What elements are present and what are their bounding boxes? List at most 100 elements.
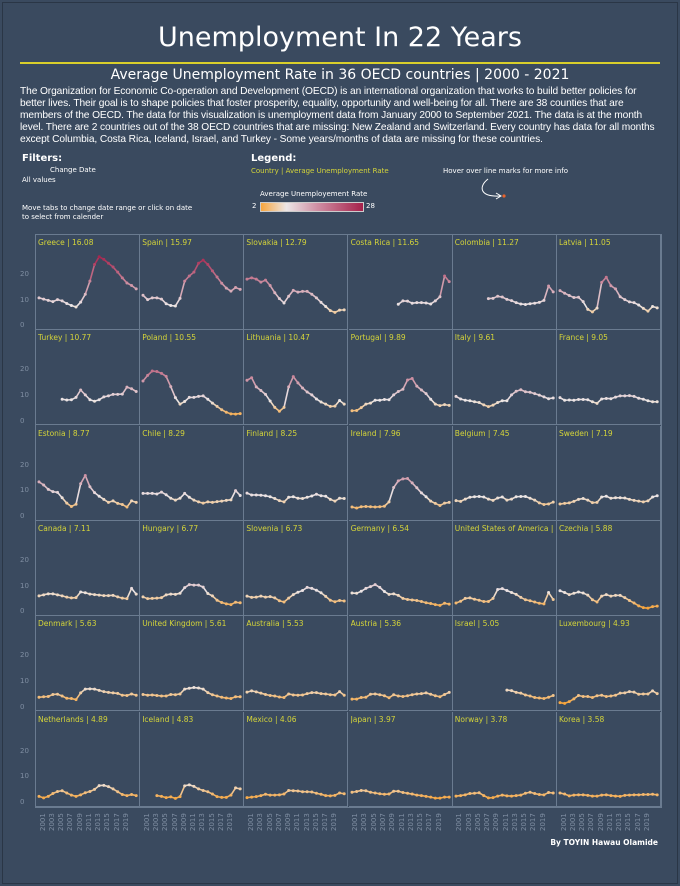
data-point[interactable] (377, 791, 381, 795)
data-point[interactable] (447, 500, 451, 504)
data-point[interactable] (618, 794, 622, 798)
data-point[interactable] (609, 594, 613, 598)
data-point[interactable] (169, 592, 173, 596)
data-point[interactable] (586, 307, 590, 311)
data-point[interactable] (486, 297, 490, 301)
data-point[interactable] (306, 692, 310, 696)
data-point[interactable] (111, 498, 115, 502)
data-point[interactable] (88, 279, 92, 283)
data-point[interactable] (618, 394, 622, 398)
data-point[interactable] (410, 481, 414, 485)
data-point[interactable] (438, 404, 442, 408)
data-point[interactable] (433, 694, 437, 698)
data-point[interactable] (646, 498, 650, 502)
data-point[interactable] (646, 399, 650, 403)
data-point[interactable] (405, 299, 409, 303)
data-point[interactable] (641, 499, 645, 503)
data-point[interactable] (491, 596, 495, 600)
data-point[interactable] (60, 495, 64, 499)
data-point[interactable] (296, 788, 300, 792)
data-point[interactable] (438, 295, 442, 299)
data-point[interactable] (614, 593, 618, 597)
data-point[interactable] (51, 300, 55, 304)
data-point[interactable] (259, 594, 263, 598)
data-point[interactable] (454, 794, 458, 798)
data-point[interactable] (359, 504, 363, 508)
data-point[interactable] (60, 398, 64, 402)
data-point[interactable] (269, 595, 273, 599)
data-point[interactable] (319, 591, 323, 595)
data-point[interactable] (93, 400, 97, 404)
data-point[interactable] (245, 690, 249, 694)
data-point[interactable] (259, 493, 263, 497)
line-segment[interactable] (605, 276, 612, 287)
data-point[interactable] (614, 693, 618, 697)
data-point[interactable] (111, 265, 115, 269)
data-point[interactable] (632, 395, 636, 399)
data-point[interactable] (225, 286, 229, 290)
data-point[interactable] (414, 793, 418, 797)
data-point[interactable] (220, 600, 224, 604)
data-point[interactable] (106, 500, 110, 504)
data-point[interactable] (329, 405, 333, 409)
data-point[interactable] (586, 793, 590, 797)
data-point[interactable] (486, 599, 490, 603)
data-point[interactable] (155, 296, 159, 300)
data-point[interactable] (600, 495, 604, 499)
data-point[interactable] (419, 301, 423, 305)
line-segment[interactable] (492, 588, 499, 599)
data-point[interactable] (192, 396, 196, 400)
data-point[interactable] (238, 287, 242, 291)
data-point[interactable] (396, 789, 400, 793)
data-point[interactable] (102, 783, 106, 787)
data-point[interactable] (500, 495, 504, 499)
data-point[interactable] (238, 493, 242, 497)
data-point[interactable] (410, 598, 414, 602)
data-point[interactable] (141, 379, 145, 383)
data-point[interactable] (377, 504, 381, 508)
data-point[interactable] (343, 599, 347, 603)
data-point[interactable] (604, 494, 608, 498)
data-point[interactable] (468, 495, 472, 499)
data-point[interactable] (577, 497, 581, 501)
data-point[interactable] (225, 498, 229, 502)
data-point[interactable] (83, 687, 87, 691)
data-point[interactable] (116, 501, 120, 505)
data-point[interactable] (495, 294, 499, 298)
data-point[interactable] (197, 583, 201, 587)
data-point[interactable] (187, 582, 191, 586)
data-point[interactable] (88, 789, 92, 793)
data-point[interactable] (637, 604, 641, 608)
data-point[interactable] (359, 788, 363, 792)
data-point[interactable] (558, 396, 562, 400)
data-point[interactable] (438, 695, 442, 699)
data-point[interactable] (363, 504, 367, 508)
data-point[interactable] (150, 296, 154, 300)
data-point[interactable] (519, 494, 523, 498)
data-point[interactable] (178, 591, 182, 595)
data-point[interactable] (572, 793, 576, 797)
data-point[interactable] (134, 793, 138, 797)
data-point[interactable] (273, 496, 277, 500)
data-point[interactable] (604, 592, 608, 596)
data-point[interactable] (250, 595, 254, 599)
data-point[interactable] (590, 500, 594, 504)
data-point[interactable] (542, 602, 546, 606)
data-point[interactable] (519, 302, 523, 306)
data-point[interactable] (528, 790, 532, 794)
data-point[interactable] (627, 690, 631, 694)
data-point[interactable] (65, 791, 69, 795)
data-point[interactable] (632, 498, 636, 502)
data-point[interactable] (637, 792, 641, 796)
data-point[interactable] (486, 405, 490, 409)
line-segment[interactable] (126, 587, 133, 599)
data-point[interactable] (468, 399, 472, 403)
data-point[interactable] (551, 694, 555, 698)
data-point[interactable] (333, 310, 337, 314)
data-point[interactable] (329, 598, 333, 602)
data-point[interactable] (532, 600, 536, 604)
data-point[interactable] (401, 790, 405, 794)
data-point[interactable] (509, 590, 513, 594)
data-point[interactable] (338, 791, 342, 795)
data-point[interactable] (79, 388, 83, 392)
